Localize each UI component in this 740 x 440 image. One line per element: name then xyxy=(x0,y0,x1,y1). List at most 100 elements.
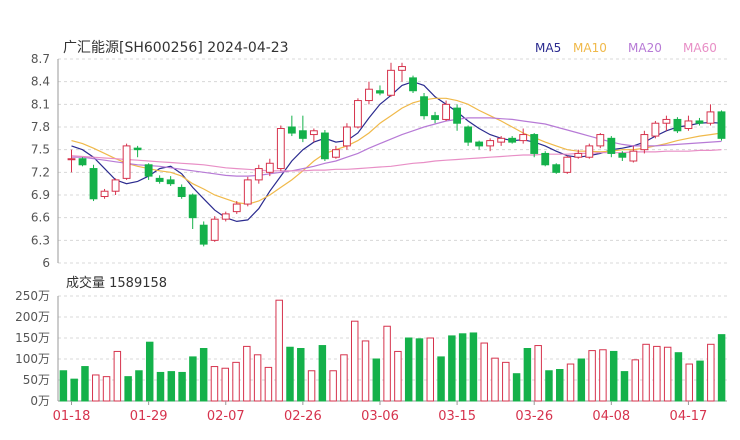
volume-bar xyxy=(588,350,596,402)
candle xyxy=(695,117,704,126)
volume-bar xyxy=(232,361,240,402)
volume-bar xyxy=(275,299,283,402)
candle xyxy=(298,115,307,143)
candle xyxy=(486,138,495,152)
date-tick-label: 01-29 xyxy=(130,409,168,424)
candle-body xyxy=(331,149,340,158)
volume-bar xyxy=(696,360,704,402)
candle-body xyxy=(210,218,219,241)
candle xyxy=(232,201,241,214)
price-tick-label: 7.5 xyxy=(31,143,50,157)
volume-bar xyxy=(448,335,456,402)
volume-bars xyxy=(59,299,726,402)
volume-bar xyxy=(199,348,208,402)
candle-body xyxy=(618,152,627,158)
volume-bar xyxy=(81,366,89,402)
candle-body xyxy=(221,213,230,220)
candle xyxy=(662,115,671,131)
candle xyxy=(607,136,616,158)
legend-ma10: MA10 xyxy=(573,41,607,55)
candle-body xyxy=(695,120,704,124)
candle-body xyxy=(475,141,484,147)
date-tick-label: 02-26 xyxy=(284,409,322,424)
volume-bar xyxy=(458,333,467,402)
candle-body xyxy=(166,179,175,185)
candle xyxy=(640,130,649,154)
candle-body xyxy=(508,137,517,143)
candle xyxy=(442,100,450,121)
volume-bar xyxy=(523,348,532,402)
candle xyxy=(254,164,263,184)
candle xyxy=(354,98,362,129)
candle xyxy=(320,130,329,161)
candle xyxy=(122,143,131,180)
price-tick-label: 6 xyxy=(42,256,50,270)
candle xyxy=(276,125,285,171)
volume-bar xyxy=(70,378,78,402)
candle-body xyxy=(232,203,241,213)
candle-body xyxy=(67,158,76,161)
candle xyxy=(67,149,76,173)
candle-body xyxy=(541,152,550,166)
candle xyxy=(177,184,186,199)
candle-body xyxy=(563,156,572,173)
candle-body xyxy=(706,111,715,124)
volume-bar xyxy=(707,343,715,402)
candle xyxy=(210,216,219,242)
candle xyxy=(100,188,109,199)
candle xyxy=(497,136,506,146)
candle xyxy=(155,175,164,184)
date-tick-label: 02-07 xyxy=(207,409,245,424)
candle-body xyxy=(144,164,153,177)
candle-body xyxy=(453,107,462,124)
candle xyxy=(133,145,142,158)
candle xyxy=(475,140,484,150)
price-tick-label: 8.4 xyxy=(31,75,50,89)
candle-body xyxy=(519,134,528,142)
volume-bar xyxy=(642,343,650,402)
volume-bar xyxy=(124,376,132,402)
price-tick-label: 6.9 xyxy=(31,188,50,202)
candle xyxy=(706,104,715,126)
legend-ma60: MA60 xyxy=(683,41,717,55)
volume-bar xyxy=(491,357,499,402)
candle-body xyxy=(276,128,285,170)
volume-bar xyxy=(329,370,337,402)
candle-body xyxy=(100,190,109,198)
volume-bar xyxy=(221,367,229,402)
volume-bar xyxy=(566,363,575,402)
candlesticks xyxy=(67,62,726,247)
candle xyxy=(243,176,252,207)
date-tick-label: 04-08 xyxy=(592,409,630,424)
price-y-axis: 8.7 8.4 8.1 7.8 7.5 7.2 6.9 6.6 6.3 6 xyxy=(31,52,59,270)
volume-bar xyxy=(437,356,445,402)
candle xyxy=(541,151,550,167)
candle xyxy=(508,136,517,144)
candle-body xyxy=(265,162,274,173)
candle-body xyxy=(409,77,417,92)
volume-bar xyxy=(145,341,154,402)
candle xyxy=(221,211,230,222)
candle-body xyxy=(585,145,594,158)
volume-tick-label: 250万 xyxy=(15,289,50,303)
candle-body xyxy=(420,96,428,117)
candle-body xyxy=(309,130,318,136)
candle xyxy=(596,133,605,149)
legend-ma5: MA5 xyxy=(535,41,561,55)
volume-bar xyxy=(620,371,629,402)
candle xyxy=(574,149,583,159)
volume-bar xyxy=(372,358,381,402)
candle-body xyxy=(442,103,450,120)
candle-body xyxy=(530,134,539,154)
candle-body xyxy=(89,168,98,200)
candle xyxy=(684,115,693,131)
volume-bar xyxy=(264,366,273,402)
candle-body xyxy=(133,147,142,151)
volume-bar xyxy=(663,346,672,402)
volume-bar xyxy=(685,363,693,402)
candle-body xyxy=(155,177,164,182)
candle xyxy=(387,62,395,97)
candle-body xyxy=(629,150,638,162)
volume-bar xyxy=(469,332,478,402)
